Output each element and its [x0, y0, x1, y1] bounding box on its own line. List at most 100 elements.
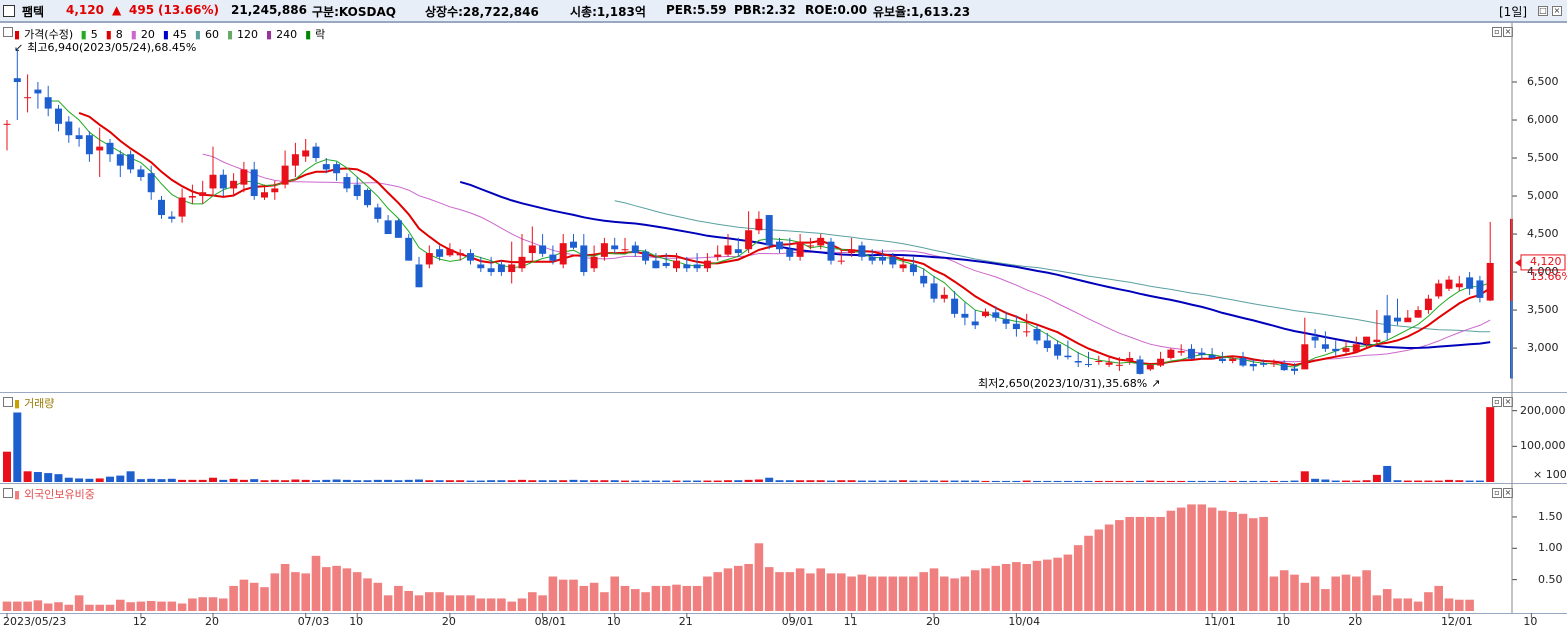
- volume-bar: [1115, 480, 1124, 482]
- foreign-bar: [383, 595, 393, 611]
- volume-bar: [1372, 474, 1381, 482]
- candle-body: [1074, 360, 1082, 363]
- price-tick-label: 4,500: [1527, 227, 1559, 241]
- foreign-bar: [301, 573, 310, 611]
- ma-legend-item: ▮ 5: [80, 28, 98, 41]
- foreign-bar: [1352, 576, 1361, 611]
- candle-body: [1218, 358, 1226, 361]
- foreign-bar: [363, 578, 372, 611]
- candle-body: [477, 264, 485, 269]
- volume-bar: [44, 473, 53, 482]
- high-note: 최고6,940(2023/05/24),68.45%: [27, 41, 197, 54]
- stock-name[interactable]: 팸텍: [22, 5, 45, 19]
- date-tick-label: 10: [1523, 615, 1538, 628]
- candle-body: [487, 268, 495, 273]
- candle-body: [1198, 352, 1206, 355]
- volume-bar: [487, 480, 496, 482]
- candle-body: [786, 249, 794, 257]
- volume-bar: [1094, 480, 1103, 482]
- foreign-bar: [13, 601, 22, 611]
- candle-body: [734, 249, 742, 254]
- foreign-bar: [1197, 504, 1207, 611]
- foreign-bar: [311, 555, 321, 611]
- period-selector[interactable]: [1일]: [1499, 5, 1528, 19]
- foreign-bar: [322, 567, 331, 611]
- date-tick-label: 12: [132, 615, 147, 628]
- candle-body: [1085, 364, 1092, 366]
- volume-bar: [754, 479, 763, 482]
- panel-menu-icon[interactable]: [3, 27, 13, 37]
- candle-body: [291, 154, 299, 166]
- candle-body: [1115, 364, 1123, 366]
- volume-bar: [178, 479, 187, 482]
- candle-body: [693, 264, 701, 269]
- foreign-panel[interactable]: ▮ 외국인보유비중 ▫ ×: [0, 483, 1567, 613]
- candle-body: [1208, 354, 1216, 358]
- date-tick-label: 11/01: [1204, 615, 1236, 628]
- candle-body: [250, 169, 258, 197]
- foreign-bar: [85, 604, 94, 611]
- volume-menu-icon[interactable]: [3, 397, 13, 407]
- low-annotation: 최저2,650(2023/10/31),35.68% ↗: [978, 375, 1164, 391]
- candle-body: [1157, 358, 1165, 366]
- volume-bar: [312, 480, 320, 482]
- candle-body: [302, 150, 310, 157]
- candle-body: [806, 245, 814, 247]
- candle-body: [1270, 363, 1278, 365]
- foreign-bar: [198, 597, 207, 611]
- candle-body: [405, 237, 413, 261]
- volume-bar: [528, 480, 537, 482]
- foreign-bar: [23, 601, 32, 611]
- volume-bar: [1269, 480, 1278, 482]
- volume-bar: [713, 480, 722, 482]
- foreign-bar: [857, 574, 867, 611]
- price-tick-label: 6,000: [1527, 113, 1559, 127]
- foreign-bar: [177, 603, 187, 611]
- volume-bar: [33, 472, 42, 482]
- volume-bar: [1475, 480, 1484, 482]
- volume-bar: [106, 476, 114, 482]
- volume-panel[interactable]: ▮ 거래량 ▫ ×: [0, 392, 1567, 483]
- panel-max-icon[interactable]: ▫: [1492, 27, 1502, 37]
- candle-body: [1404, 317, 1412, 323]
- volume-bar: [590, 480, 599, 482]
- price-panel[interactable]: ▮ 가격(수정) ▮ 5 ▮ 8 ▮ 20 ▮ 45 ▮ 60 ▮ 120 ▮ 240 ▮ 락 ↙ 최고6,940…: [0, 22, 1567, 392]
- volume-bar: [971, 480, 980, 482]
- volume-bar: [878, 480, 887, 482]
- foreign-bar: [157, 601, 166, 611]
- ma45-line: [459, 180, 1491, 350]
- close-icon[interactable]: ×: [1552, 6, 1562, 16]
- volume-max-icon[interactable]: ▫: [1492, 397, 1502, 407]
- foreign-bar: [146, 600, 156, 611]
- volume-tick-label: 200,000: [1520, 403, 1566, 417]
- volume-bar: [1239, 480, 1247, 482]
- foreign-bar: [1413, 601, 1423, 611]
- candle-body: [240, 169, 248, 185]
- foreign-bar: [1279, 570, 1289, 611]
- candle-body: [827, 241, 835, 261]
- window-menu-icon[interactable]: [3, 5, 15, 17]
- candle-body: [1311, 336, 1319, 341]
- candle-body: [1033, 329, 1041, 341]
- candle-body: [1455, 283, 1463, 288]
- foreign-bar: [806, 573, 815, 611]
- candle-body: [65, 121, 73, 136]
- foreign-bar: [631, 589, 640, 611]
- volume-bar: [373, 479, 382, 482]
- candle-body: [44, 97, 52, 109]
- low-arrow-icon: ↗: [1151, 377, 1161, 390]
- candle-body: [930, 283, 938, 299]
- foreign-bar: [1207, 507, 1217, 611]
- foreign-bar: [136, 601, 146, 611]
- change-arrow-icon: ▲: [112, 3, 122, 17]
- candle-body: [1466, 277, 1474, 289]
- foreign-bar: [1032, 560, 1042, 611]
- foreign-max-icon[interactable]: ▫: [1492, 488, 1502, 498]
- foreign-bar: [1125, 516, 1134, 611]
- maximize-icon[interactable]: □: [1538, 6, 1548, 16]
- candle-body: [1291, 368, 1298, 371]
- volume-bar: [1177, 480, 1186, 482]
- foreign-menu-icon[interactable]: [3, 488, 13, 498]
- foreign-bar: [43, 603, 53, 611]
- foreign-bar: [528, 592, 537, 611]
